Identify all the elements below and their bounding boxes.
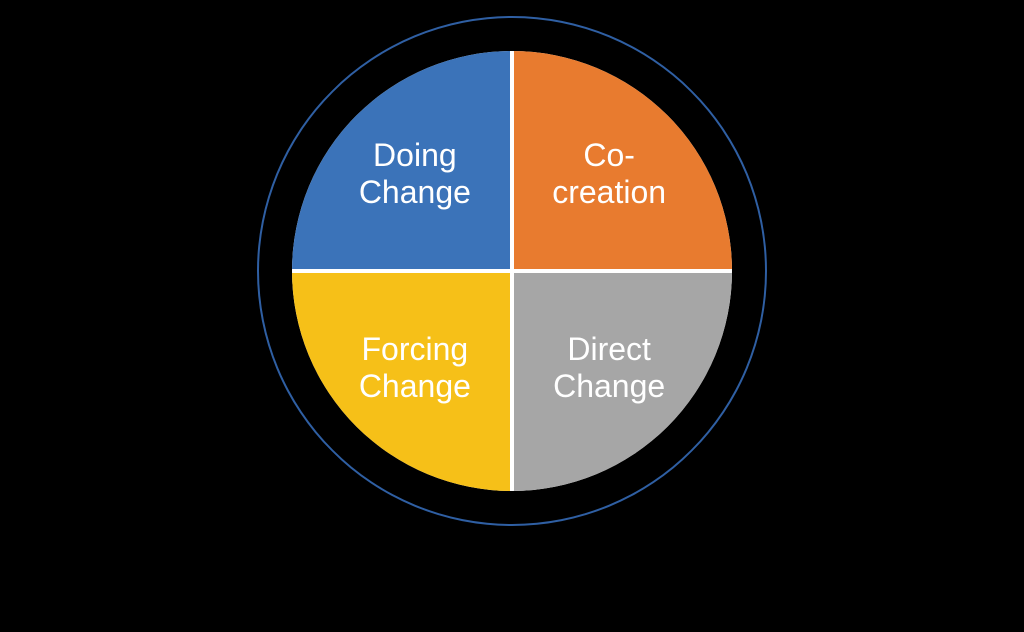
- quadrant-label: Change: [359, 368, 471, 405]
- quadrant-label: Doing: [359, 137, 471, 174]
- quadrant-bottom-left: Forcing Change: [292, 273, 510, 491]
- diagram-stage: Doing Change Co- creation Forcing Change…: [0, 0, 1024, 542]
- quadrant-label: Co-: [552, 137, 666, 174]
- quadrant-top-left: Doing Change: [292, 51, 510, 269]
- quadrant-label: creation: [552, 174, 666, 211]
- quadrant-top-right: Co- creation: [514, 51, 732, 269]
- quadrant-label: Forcing: [359, 331, 471, 368]
- quadrant-circle: Doing Change Co- creation Forcing Change…: [292, 51, 732, 491]
- quadrant-label: Direct: [553, 331, 665, 368]
- quadrant-bottom-right: Direct Change: [514, 273, 732, 491]
- quadrant-label: Change: [359, 174, 471, 211]
- quadrant-label: Change: [553, 368, 665, 405]
